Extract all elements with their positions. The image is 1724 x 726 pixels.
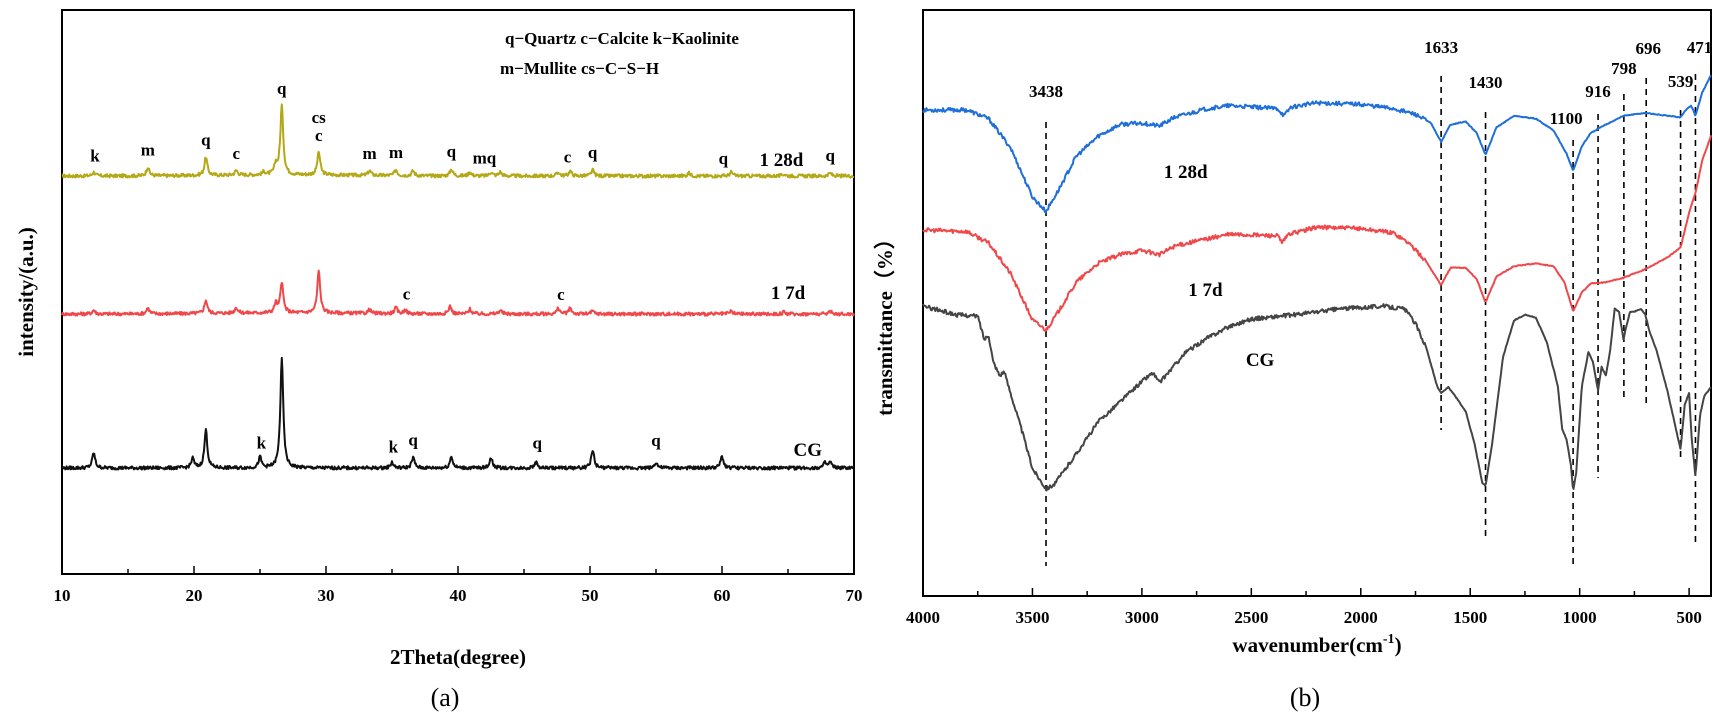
ftir-x-ticks: 4000 3500 3000 2500 2000 1500 1000 500 (906, 588, 1702, 627)
ftir-series-line (922, 303, 1712, 492)
xrd-peak-annotation: c (232, 144, 240, 163)
xrd-x-tick-label: 30 (318, 586, 335, 605)
ftir-band-label: 3438 (1029, 82, 1063, 101)
xrd-peak-annotation: q (826, 146, 836, 165)
ftir-series-label: 1 7d (1188, 280, 1223, 301)
panel-label-b: (b) (1290, 683, 1320, 712)
xrd-peak-annotation: c (403, 284, 411, 303)
xrd-peak-annotation: cs (312, 108, 327, 127)
ftir-band-label: 539 (1668, 72, 1694, 91)
xrd-peak-annotation: q (719, 149, 729, 168)
ftir-series-labels: 1 28d 1 7d CG (1164, 162, 1275, 371)
ftir-x-tick-label: 3000 (1125, 608, 1159, 627)
xrd-peak-annotation: q (201, 131, 211, 150)
ftir-series-line (922, 74, 1712, 214)
xrd-peak-annotation: k (389, 437, 399, 456)
ftir-series-group (922, 74, 1712, 492)
xrd-peak-annotation: q (532, 433, 542, 452)
xrd-x-tick-label: 60 (714, 586, 731, 605)
ftir-x-tick-label: 2000 (1344, 608, 1378, 627)
xrd-x-tick-label: 40 (450, 586, 467, 605)
xrd-series-line (61, 356, 855, 471)
ftir-x-tick-label: 2500 (1234, 608, 1268, 627)
ftir-series-line (922, 135, 1712, 332)
xrd-peak-annotation: c (557, 285, 565, 304)
xrd-series-label: 1 28d (759, 150, 803, 171)
xrd-series-line (61, 269, 855, 317)
ftir-x-tick-label: 1000 (1563, 608, 1597, 627)
xrd-x-tick-label: 70 (846, 586, 863, 605)
ftir-x-axis-label: wavenumber(cm-1) (1232, 632, 1401, 657)
ftir-series-label: CG (1246, 350, 1275, 371)
xrd-x-tick-label: 50 (582, 586, 599, 605)
ftir-panel: 4000 3500 3000 2500 2000 1500 1000 500 3438 1633… (873, 9, 1712, 712)
ftir-band-label: 1100 (1550, 109, 1583, 128)
xrd-series-label: CG (794, 440, 823, 461)
xrd-peak-annotation: m (389, 143, 403, 162)
xrd-peak-annotation: k (90, 147, 100, 166)
xrd-peak-annotation: q (588, 143, 598, 162)
ftir-x-tick-label: 4000 (906, 608, 940, 627)
ftir-band-label: 1633 (1424, 38, 1458, 57)
xrd-peak-annotation: q (408, 430, 418, 449)
xrd-peak-annotation: mq (473, 149, 497, 168)
xrd-plot-frame (61, 9, 855, 575)
xrd-y-axis-label: intensity/(a.u.) (14, 227, 38, 357)
ftir-band-label: 471 (1687, 38, 1713, 57)
panel-label-a: (a) (431, 683, 460, 712)
ftir-band-label: 916 (1585, 82, 1611, 101)
ftir-series-label: 1 28d (1164, 162, 1208, 183)
xrd-legend-line-1: q−Quartz c−Calcite k−Kaolinite (505, 29, 739, 48)
ftir-x-tick-label: 3500 (1015, 608, 1049, 627)
ftir-band-label: 696 (1635, 39, 1661, 58)
xrd-peak-annotation: m (362, 144, 376, 163)
xrd-x-axis-label: 2Theta(degree) (390, 645, 526, 669)
ftir-x-tick-label: 500 (1676, 608, 1702, 627)
xrd-peak-annotation: c (564, 147, 572, 166)
ftir-y-axis-label: transmittance（%） (873, 228, 897, 416)
ftir-band-label: 798 (1611, 59, 1637, 78)
xrd-legend-line-2: m−Mullite cs−C−S−H (500, 59, 659, 78)
xrd-x-ticks: 10 20 30 40 50 60 70 (54, 566, 863, 605)
ftir-x-axis-label-sup: -1 (1383, 632, 1395, 647)
ftir-plot-frame (922, 9, 1712, 597)
xrd-peak-annotation: q (447, 142, 457, 161)
xrd-peak-annotation: q (277, 79, 287, 98)
xrd-peak-annotation: q (651, 431, 661, 450)
ftir-x-tick-label: 1500 (1453, 608, 1487, 627)
xrd-peak-annotation: m (141, 140, 155, 159)
xrd-series-group (61, 103, 855, 471)
xrd-x-tick-label: 20 (186, 586, 203, 605)
xrd-peak-annotation: k (257, 434, 267, 453)
xrd-series-label: 1 7d (771, 283, 806, 304)
xrd-series-line (61, 103, 855, 179)
ftir-x-axis-label-main: wavenumber(cm (1232, 633, 1383, 657)
ftir-band-label: 1430 (1469, 73, 1503, 92)
xrd-peak-annotation: c (315, 126, 323, 145)
ftir-x-axis-label-end: ) (1395, 633, 1402, 657)
xrd-x-tick-label: 10 (54, 586, 71, 605)
